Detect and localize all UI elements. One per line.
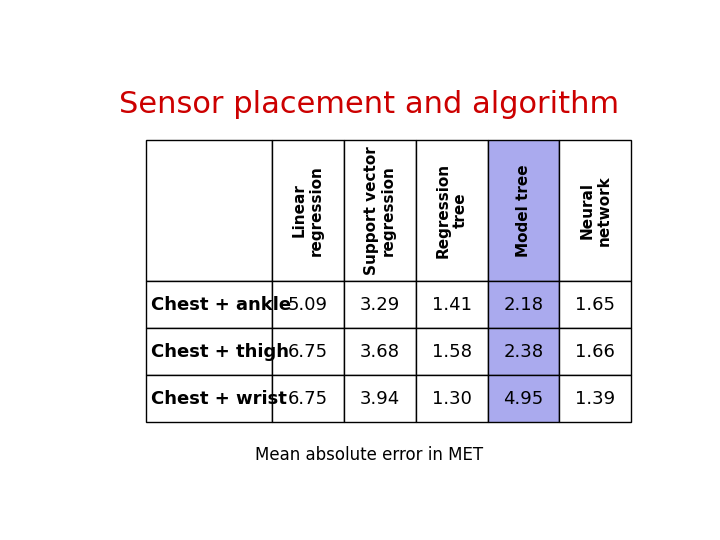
Text: 2.38: 2.38: [503, 343, 544, 361]
Bar: [559, 140, 631, 281]
Bar: [344, 375, 415, 422]
Text: 2.18: 2.18: [503, 295, 544, 314]
Text: Model tree: Model tree: [516, 164, 531, 256]
Bar: [559, 281, 631, 328]
Bar: [415, 140, 487, 281]
Bar: [344, 281, 415, 328]
Bar: [272, 375, 344, 422]
Bar: [344, 328, 415, 375]
Text: 1.41: 1.41: [431, 295, 472, 314]
Text: 1.39: 1.39: [575, 390, 616, 408]
Text: 6.75: 6.75: [288, 390, 328, 408]
Bar: [415, 281, 487, 328]
Text: 3.94: 3.94: [360, 390, 400, 408]
Text: Linear
regression: Linear regression: [292, 165, 324, 256]
Bar: [559, 375, 631, 422]
Text: Chest + thigh: Chest + thigh: [151, 343, 289, 361]
Bar: [272, 328, 344, 375]
Text: 6.75: 6.75: [288, 343, 328, 361]
Bar: [487, 281, 559, 328]
Text: 1.65: 1.65: [575, 295, 616, 314]
Text: 4.95: 4.95: [503, 390, 544, 408]
Bar: [145, 375, 272, 422]
Bar: [415, 375, 487, 422]
Bar: [487, 140, 559, 281]
Bar: [145, 328, 272, 375]
Bar: [344, 140, 415, 281]
Bar: [415, 328, 487, 375]
Text: Chest + ankle: Chest + ankle: [151, 295, 292, 314]
Text: 1.58: 1.58: [431, 343, 472, 361]
Text: Support vector
regression: Support vector regression: [364, 146, 396, 275]
Text: 3.29: 3.29: [360, 295, 400, 314]
Bar: [145, 281, 272, 328]
Text: 3.68: 3.68: [360, 343, 400, 361]
Bar: [487, 328, 559, 375]
Bar: [272, 281, 344, 328]
Text: Chest + wrist: Chest + wrist: [151, 390, 287, 408]
Text: Regression
tree: Regression tree: [436, 163, 468, 258]
Text: Sensor placement and algorithm: Sensor placement and algorithm: [119, 90, 619, 119]
Text: Neural
network: Neural network: [579, 175, 611, 246]
Text: Mean absolute error in MET: Mean absolute error in MET: [255, 446, 483, 464]
Text: 5.09: 5.09: [288, 295, 328, 314]
Bar: [272, 140, 344, 281]
Bar: [487, 375, 559, 422]
Bar: [145, 140, 272, 281]
Bar: [559, 328, 631, 375]
Text: 1.66: 1.66: [575, 343, 616, 361]
Text: 1.30: 1.30: [432, 390, 472, 408]
